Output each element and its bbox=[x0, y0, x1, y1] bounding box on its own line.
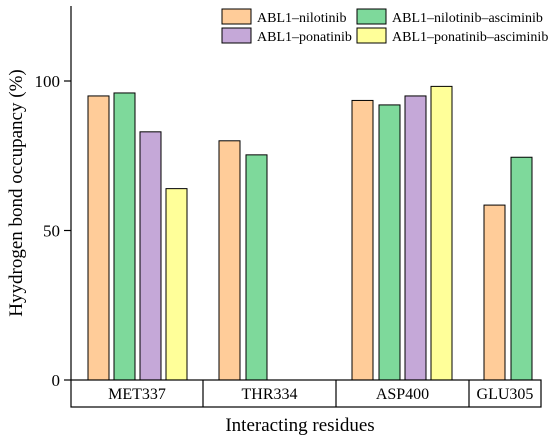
legend-swatch bbox=[356, 8, 387, 25]
x-axis-label: Interacting residues bbox=[225, 415, 374, 436]
legend-swatch bbox=[221, 8, 252, 25]
category-box-frame bbox=[70, 379, 542, 408]
category-label: GLU305 bbox=[477, 386, 534, 403]
bar-glu305-series-2 bbox=[510, 156, 533, 381]
y-tick-label: 50 bbox=[43, 222, 60, 241]
legend-label: ABL1–nilotinib bbox=[257, 11, 346, 26]
bar-met337-series-4 bbox=[165, 188, 188, 381]
legend-label: ABL1–nilotinib–asciminib bbox=[392, 11, 543, 26]
legend: ABL1–nilotinib ABL1–nilotinib–asciminib AB… bbox=[221, 8, 548, 45]
bar-thr334-series-1 bbox=[218, 140, 241, 381]
legend-swatch bbox=[356, 27, 387, 44]
bar-asp400-series-3 bbox=[404, 95, 427, 381]
bars-layer bbox=[87, 85, 533, 381]
bar-glu305-series-1 bbox=[483, 204, 506, 381]
legend-swatch bbox=[221, 27, 252, 44]
bar-asp400-series-4 bbox=[430, 85, 453, 381]
category-label: THR334 bbox=[242, 386, 298, 403]
bar-met337-series-2 bbox=[113, 92, 136, 381]
bar-asp400-series-1 bbox=[351, 99, 374, 381]
y-tick-label: 0 bbox=[52, 371, 61, 390]
y-axis-label: Hyydrogen bond occupancy (%) bbox=[6, 69, 27, 316]
category-label: ASP400 bbox=[376, 386, 429, 403]
category-label: MET337 bbox=[108, 386, 166, 403]
bar-thr334-series-2 bbox=[245, 154, 268, 381]
y-ticks: 0 50 100 bbox=[35, 72, 71, 390]
bar-asp400-series-2 bbox=[378, 104, 401, 381]
legend-label: ABL1–ponatinib–asciminib bbox=[392, 30, 548, 45]
legend-label: ABL1–ponatinib bbox=[257, 30, 352, 45]
bar-met337-series-1 bbox=[87, 95, 110, 381]
y-tick-label: 100 bbox=[35, 72, 61, 91]
bar-met337-series-3 bbox=[139, 131, 162, 381]
category-axis: MET337 THR334 ASP400 GLU305 bbox=[70, 379, 542, 408]
